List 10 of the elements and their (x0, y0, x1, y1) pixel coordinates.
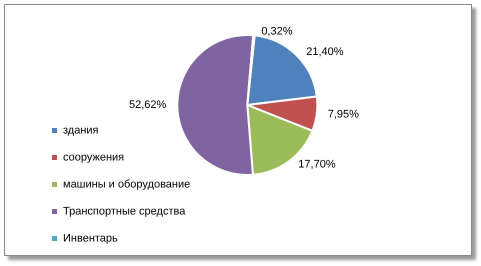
legend-label: Инвентарь (63, 232, 118, 244)
legend-label: Транспортные средства (63, 206, 186, 218)
legend-label: здания (63, 124, 99, 136)
data-label: 17,70% (298, 158, 336, 171)
data-label: 21,40% (306, 46, 344, 58)
data-label: 0,32% (261, 25, 293, 38)
legend-label: сооружения (63, 152, 124, 164)
data-label: 52,62% (129, 98, 167, 111)
data-label: 7,95% (328, 108, 360, 120)
legend-label: машины и оборудование (63, 178, 190, 190)
